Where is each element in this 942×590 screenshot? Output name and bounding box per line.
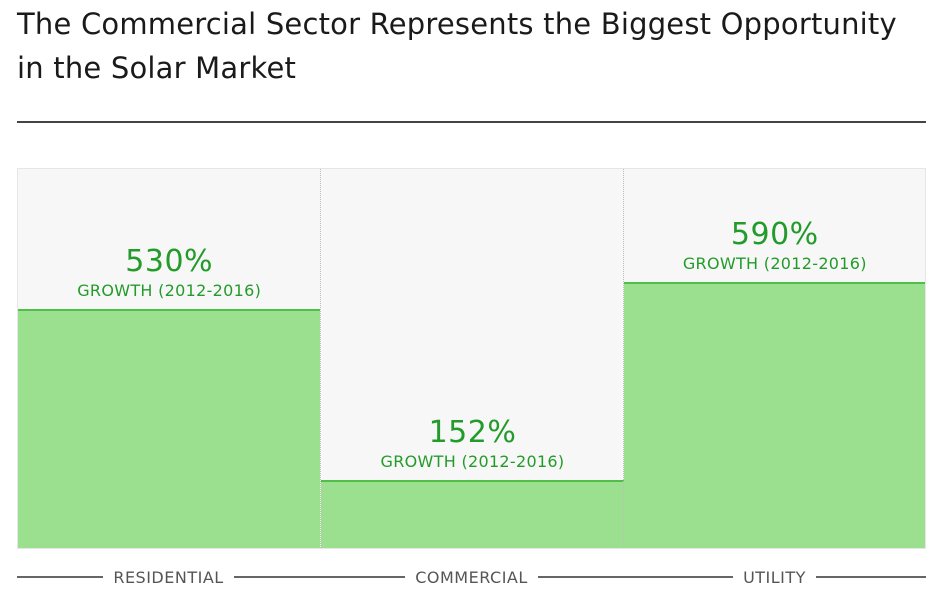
bar-chart: 530% GROWTH (2012-2016) 152% GROWTH (2012-2…	[17, 168, 926, 549]
growth-sublabel: GROWTH (2012-2016)	[380, 452, 565, 471]
bar-column-utility: 590% GROWTH (2012-2016)	[622, 169, 925, 548]
growth-sublabel: GROWTH (2012-2016)	[682, 254, 867, 273]
category-label-commercial: COMMERCIAL	[415, 567, 528, 587]
axis-line	[17, 576, 104, 578]
axis-line	[320, 576, 406, 578]
bar-column-residential: 530% GROWTH (2012-2016)	[18, 169, 321, 548]
value-label: 152%	[428, 415, 517, 450]
page-title: The Commercial Sector Represents the Big…	[17, 7, 897, 85]
bar-utility	[623, 282, 925, 548]
axis-line	[233, 576, 321, 578]
data-label-utility: 590% GROWTH (2012-2016)	[624, 217, 925, 274]
data-label-residential: 530% GROWTH (2012-2016)	[18, 245, 320, 301]
category-label-residential: RESIDENTIAL	[113, 567, 224, 587]
data-label-commercial: 152% GROWTH (2012-2016)	[321, 416, 623, 472]
category-label-utility: UTILITY	[743, 567, 806, 587]
axis-segment-residential: RESIDENTIAL	[17, 566, 321, 588]
bar-column-commercial: 152% GROWTH (2012-2016)	[320, 169, 624, 548]
axis-segment-commercial: COMMERCIAL	[320, 566, 623, 588]
axis-segment-utility: UTILITY	[623, 566, 927, 588]
category-axis: RESIDENTIAL COMMERCIAL UTILITY	[17, 566, 927, 588]
growth-sublabel: GROWTH (2012-2016)	[77, 281, 262, 300]
value-label: 530%	[125, 244, 214, 279]
value-label: 590%	[730, 217, 819, 252]
axis-line	[537, 576, 623, 578]
title-divider	[17, 121, 926, 123]
axis-line	[623, 576, 734, 578]
bar-commercial	[321, 480, 624, 548]
axis-line	[815, 576, 927, 578]
bar-residential	[18, 309, 321, 548]
